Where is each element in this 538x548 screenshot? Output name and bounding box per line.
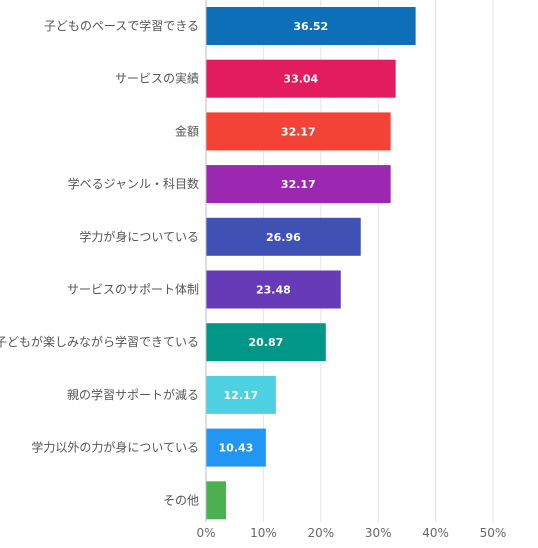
data-label: 20.87 [248,336,283,349]
x-tick-label: 0% [196,526,215,540]
data-label: 10.43 [219,442,254,455]
category-label: サービスの実績 [115,71,199,86]
x-tick-label: 40% [422,526,449,540]
bar [206,323,326,362]
data-label: 23.48 [256,284,291,297]
data-label: 32.17 [281,178,316,191]
category-label: 子どものペースで学習できる [44,18,199,33]
category-label: 学力が身についている [79,229,199,244]
data-label: 36.52 [293,20,328,33]
x-tick-label: 30% [365,526,392,540]
category-label: 親の学習サポートが減る [67,387,199,402]
data-label: 32.17 [281,125,316,138]
label-layer: 子どものペースで学習できる 36.52 サービスの実績 33.04 金額 32.17 学べる… [0,18,328,507]
axis-layer: 0% 10% 20% 30% 40% 50% [196,0,506,540]
category-label: 学力以外の力が身についている [31,440,199,455]
data-label: 26.96 [266,231,301,244]
category-label: その他 [163,493,199,507]
data-label: 12.17 [224,389,259,402]
x-tick-label: 50% [480,526,507,540]
bar [206,270,341,309]
category-label: 金額 [175,123,199,138]
category-label: サービスのサポート体制 [67,283,199,297]
bar [206,481,226,520]
bar [206,165,391,204]
category-label: 学べるジャンル・科目数 [68,176,199,191]
bar [206,59,396,98]
bar [206,7,416,45]
bar [206,375,276,414]
bar [206,112,391,151]
bar-layer [206,7,416,520]
bar [206,217,361,256]
x-tick-label: 10% [250,526,277,540]
x-tick-label: 20% [307,526,334,540]
bar [206,428,266,467]
data-label: 33.04 [283,73,318,86]
category-label: 子どもが楽しみながら学習できている [0,334,199,349]
